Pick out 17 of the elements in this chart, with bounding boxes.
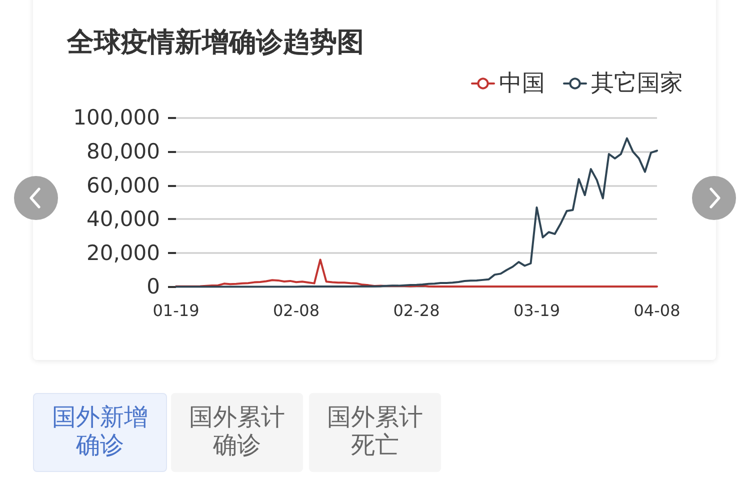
x-tick-label: 04-08 [634, 301, 680, 320]
x-tick-label: 02-08 [273, 301, 320, 320]
y-tick-label: 20,000 [86, 240, 160, 265]
y-tick-label: 80,000 [86, 140, 160, 164]
x-tick-label: 03-19 [514, 301, 560, 320]
y-tick-label: 100,000 [73, 106, 160, 130]
chart-title: 全球疫情新增确诊趋势图 [66, 27, 364, 58]
y-tick-label: 0 [146, 274, 160, 299]
y-tick-label: 40,000 [86, 207, 160, 232]
legend-label: 中国 [499, 70, 545, 96]
tab-button: 国外新增确诊 [33, 393, 167, 472]
legend-label: 其它国家 [591, 70, 683, 96]
tab-button: 国外累计确诊 [171, 393, 303, 472]
y-tick-label: 60,000 [86, 173, 160, 198]
tab-button: 国外累计死亡 [309, 393, 441, 472]
x-tick-label: 02-28 [393, 301, 440, 320]
x-tick-label: 01-19 [152, 301, 200, 320]
